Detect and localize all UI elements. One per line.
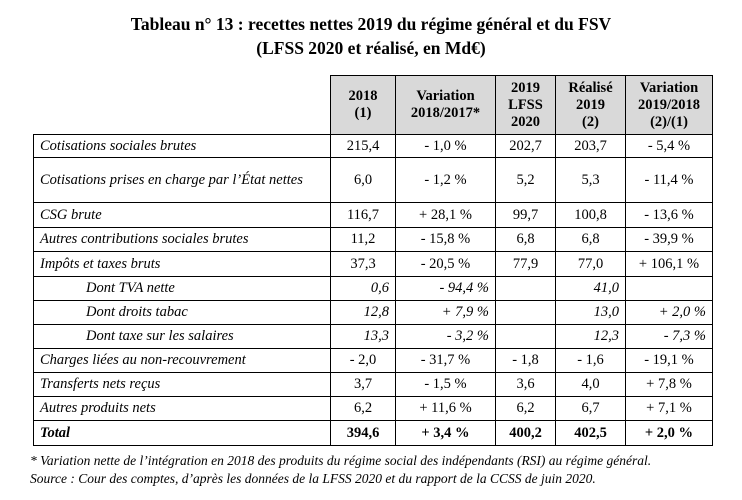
column-header: 2019 LFSS 2020 (495, 75, 556, 135)
row-label: Cotisations sociales brutes (33, 134, 331, 158)
cell: + 3,4 % (395, 420, 496, 446)
cell: - 7,3 % (625, 324, 713, 349)
cell (625, 276, 713, 301)
cell: 99,7 (495, 202, 556, 228)
cell: 6,0 (330, 157, 396, 203)
row-label: Cotisations prises en charge par l’État … (33, 157, 331, 203)
cell: 11,2 (330, 227, 396, 252)
subtitle: (LFSS 2020 et réalisé, en Md€) (256, 38, 486, 58)
cell: + 7,9 % (395, 300, 496, 325)
cell: - 39,9 % (625, 227, 713, 252)
cell: + 28,1 % (395, 202, 496, 228)
cell: - 2,0 (330, 348, 396, 373)
cell: 3,6 (495, 372, 556, 397)
column-header: Réalisé 2019 (2) (555, 75, 626, 135)
cell: 6,8 (495, 227, 556, 252)
table-row: Total 394,6 + 3,4 % 400,2 402,5 + 2,0 % (33, 420, 713, 446)
row-label: Dont taxe sur les salaires (33, 324, 331, 349)
cell: - 13,6 % (625, 202, 713, 228)
cell: + 7,1 % (625, 396, 713, 421)
cell: - 5,4 % (625, 134, 713, 158)
cell: 6,2 (495, 396, 556, 421)
row-label: Dont droits tabac (33, 300, 331, 325)
table-row: Autres produits nets 6,2 + 11,6 % 6,2 6,7 + 7… (33, 396, 713, 421)
cell: 5,2 (495, 157, 556, 203)
table-row: Impôts et taxes bruts 37,3- 20,5 % 77,9 77,… (33, 251, 713, 277)
cell: + 11,6 % (395, 396, 496, 421)
cell (495, 276, 556, 301)
cell: 5,3 (555, 157, 626, 203)
row-label: Charges liées au non-recouvrement (33, 348, 331, 373)
cell: - 1,6 (555, 348, 626, 373)
cell: 6,2 (330, 396, 396, 421)
row-label: CSG brute (33, 202, 331, 228)
header-row: 2018 (1) Variation 2018/2017* 2019 LFSS 20… (33, 75, 713, 135)
cell: - 19,1 % (625, 348, 713, 373)
cell: - 11,4 % (625, 157, 713, 203)
table-row: Charges liées au non-recouvrement - 2,0- … (33, 348, 713, 373)
row-label: Total (33, 420, 331, 446)
table-row: Cotisations sociales brutes 215,4- 1,0 % 2… (33, 134, 713, 158)
table-row: Dont droits tabac 12,8 + 7,9 % 13,0 + 2,0 % (33, 300, 713, 325)
cell: + 106,1 % (625, 251, 713, 277)
column-header: Variation 2018/2017* (395, 75, 496, 135)
cell: 37,3 (330, 251, 396, 277)
cell: 116,7 (330, 202, 396, 228)
cell: - 1,8 (495, 348, 556, 373)
cell: 77,9 (495, 251, 556, 277)
cell: - 15,8 % (395, 227, 496, 252)
cell: 0,6 (330, 276, 396, 301)
table-row: CSG brute 116,7 + 28,1 % 99,7 100,8- 13,6 % (33, 202, 713, 228)
cell (495, 300, 556, 325)
table-row: Autres contributions sociales brutes 11,2… (33, 227, 713, 252)
cell: 394,6 (330, 420, 396, 446)
column-header: 2018 (1) (330, 75, 396, 135)
row-label: Dont TVA nette (33, 276, 331, 301)
cell: + 2,0 % (625, 420, 713, 446)
table: 2018 (1) Variation 2018/2017* 2019 LFSS 20… (33, 75, 713, 446)
cell: - 20,5 % (395, 251, 496, 277)
cell: 3,7 (330, 372, 396, 397)
cell: - 31,7 % (395, 348, 496, 373)
cell: 202,7 (495, 134, 556, 158)
cell: 6,7 (555, 396, 626, 421)
cell: - 1,5 % (395, 372, 496, 397)
table-row: Dont taxe sur les salaires 13,3- 3,2 % 12,… (33, 324, 713, 349)
cell: - 1,0 % (395, 134, 496, 158)
table-body: Cotisations sociales brutes 215,4- 1,0 % 2… (33, 134, 713, 446)
table-row: Dont TVA nette 0,6- 94,4 % 41,0 (33, 276, 713, 301)
cell: 100,8 (555, 202, 626, 228)
footnote: * Variation nette de l’intégration en 20… (30, 453, 652, 468)
row-label: Autres contributions sociales brutes (33, 227, 331, 252)
cell: 13,3 (330, 324, 396, 349)
row-label: Autres produits nets (33, 396, 331, 421)
cell: 6,8 (555, 227, 626, 252)
title: Tableau n° 13 : recettes nettes 2019 du … (130, 14, 612, 34)
cell: - 3,2 % (395, 324, 496, 349)
cell: 12,3 (555, 324, 626, 349)
cell: 203,7 (555, 134, 626, 158)
row-label: Impôts et taxes bruts (33, 251, 331, 277)
cell: 4,0 (555, 372, 626, 397)
cell: - 1,2 % (395, 157, 496, 203)
column-header: Variation 2019/2018 (2)/(1) (625, 75, 713, 135)
cell: + 7,8 % (625, 372, 713, 397)
cell (495, 324, 556, 349)
table-row: Transferts nets reçus 3,7- 1,5 % 3,6 4,0 + 7… (33, 372, 713, 397)
cell: 215,4 (330, 134, 396, 158)
cell: - 94,4 % (395, 276, 496, 301)
cell: 13,0 (555, 300, 626, 325)
blank-cell (33, 75, 331, 135)
cell: 402,5 (555, 420, 626, 446)
row-label: Transferts nets reçus (33, 372, 331, 397)
cell: 41,0 (555, 276, 626, 301)
source: Source : Cour des comptes, d’après les d… (30, 471, 596, 486)
cell: 400,2 (495, 420, 556, 446)
cell: + 2,0 % (625, 300, 713, 325)
cell: 12,8 (330, 300, 396, 325)
table-row: Cotisations prises en charge par l’État … (33, 157, 713, 203)
cell: 77,0 (555, 251, 626, 277)
